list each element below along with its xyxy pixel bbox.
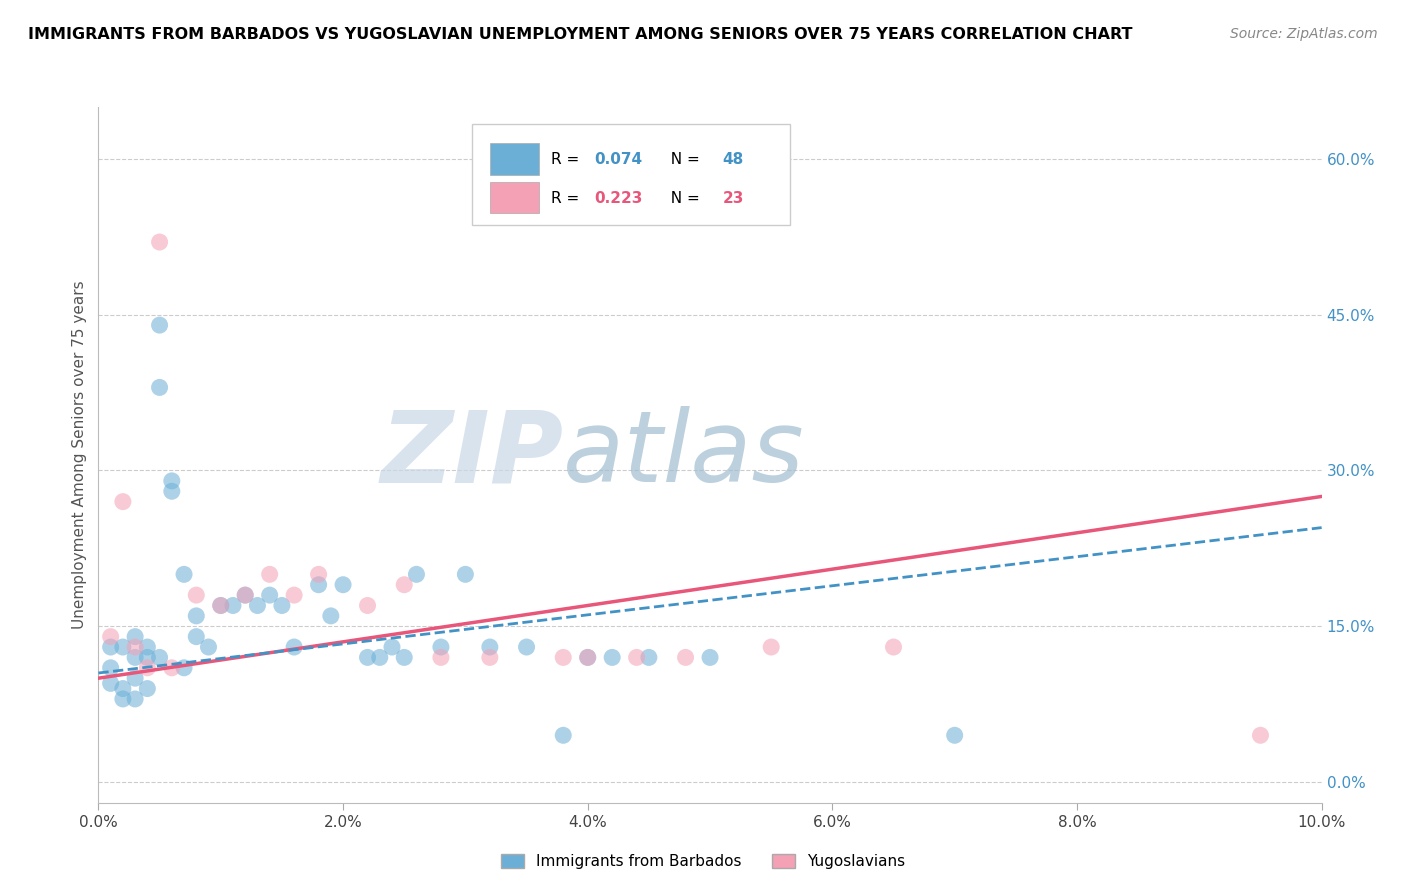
Point xyxy=(209,599,232,613)
Point xyxy=(308,578,330,592)
Point xyxy=(883,640,905,654)
Point xyxy=(478,640,501,654)
Point xyxy=(124,692,146,706)
Point xyxy=(259,567,281,582)
Point xyxy=(124,650,146,665)
Point xyxy=(136,650,159,665)
Point xyxy=(943,728,966,742)
Text: 48: 48 xyxy=(723,152,744,167)
Text: atlas: atlas xyxy=(564,407,804,503)
Point xyxy=(430,650,453,665)
Text: ZIP: ZIP xyxy=(380,407,564,503)
Legend: Immigrants from Barbados, Yugoslavians: Immigrants from Barbados, Yugoslavians xyxy=(495,848,911,875)
Point xyxy=(149,650,172,665)
Point xyxy=(332,578,354,592)
Text: Source: ZipAtlas.com: Source: ZipAtlas.com xyxy=(1230,27,1378,41)
Point xyxy=(136,640,159,654)
FancyBboxPatch shape xyxy=(489,144,538,175)
Point xyxy=(136,681,159,696)
Text: N =: N = xyxy=(661,152,704,167)
Point xyxy=(233,588,256,602)
Text: R =: R = xyxy=(551,152,583,167)
Point xyxy=(173,567,195,582)
Point xyxy=(392,650,416,665)
Point xyxy=(111,640,134,654)
Text: R =: R = xyxy=(551,191,583,206)
Point xyxy=(111,494,134,508)
Point xyxy=(100,630,122,644)
FancyBboxPatch shape xyxy=(471,124,790,226)
Point xyxy=(392,578,416,592)
Point xyxy=(430,640,453,654)
Point xyxy=(675,650,697,665)
Point xyxy=(626,650,648,665)
Point xyxy=(111,692,134,706)
Point xyxy=(111,681,134,696)
Point xyxy=(405,567,427,582)
Point xyxy=(308,567,330,582)
Point xyxy=(319,608,342,623)
Point xyxy=(124,671,146,685)
Point xyxy=(553,650,575,665)
Point xyxy=(100,640,122,654)
Text: 0.223: 0.223 xyxy=(593,191,643,206)
Point xyxy=(600,650,623,665)
Point xyxy=(368,650,391,665)
Text: 23: 23 xyxy=(723,191,744,206)
Point xyxy=(576,650,599,665)
Point xyxy=(381,640,404,654)
Point xyxy=(160,474,183,488)
Point xyxy=(576,650,599,665)
Point xyxy=(186,588,208,602)
Text: 0.074: 0.074 xyxy=(593,152,643,167)
Point xyxy=(259,588,281,602)
Point xyxy=(270,599,292,613)
Point xyxy=(160,484,183,499)
FancyBboxPatch shape xyxy=(489,182,538,213)
Point xyxy=(149,380,172,394)
Point xyxy=(283,640,305,654)
Point xyxy=(356,599,378,613)
Point xyxy=(136,661,159,675)
Point xyxy=(100,661,122,675)
Text: IMMIGRANTS FROM BARBADOS VS YUGOSLAVIAN UNEMPLOYMENT AMONG SENIORS OVER 75 YEARS: IMMIGRANTS FROM BARBADOS VS YUGOSLAVIAN … xyxy=(28,27,1133,42)
Point xyxy=(100,676,122,690)
Point xyxy=(283,588,305,602)
Point xyxy=(233,588,256,602)
Point xyxy=(149,235,172,249)
Point xyxy=(356,650,378,665)
Point xyxy=(124,640,146,654)
Point xyxy=(124,630,146,644)
Point xyxy=(186,630,208,644)
Point xyxy=(186,608,208,623)
Point xyxy=(209,599,232,613)
Point xyxy=(197,640,219,654)
Text: N =: N = xyxy=(661,191,704,206)
Point xyxy=(516,640,538,654)
Point xyxy=(699,650,721,665)
Point xyxy=(160,661,183,675)
Point xyxy=(222,599,245,613)
Y-axis label: Unemployment Among Seniors over 75 years: Unemployment Among Seniors over 75 years xyxy=(72,281,87,629)
Point xyxy=(478,650,501,665)
Point xyxy=(246,599,269,613)
Point xyxy=(637,650,661,665)
Point xyxy=(553,728,575,742)
Point xyxy=(759,640,782,654)
Point xyxy=(173,661,195,675)
Point xyxy=(454,567,477,582)
Point xyxy=(149,318,172,332)
Point xyxy=(1249,728,1271,742)
